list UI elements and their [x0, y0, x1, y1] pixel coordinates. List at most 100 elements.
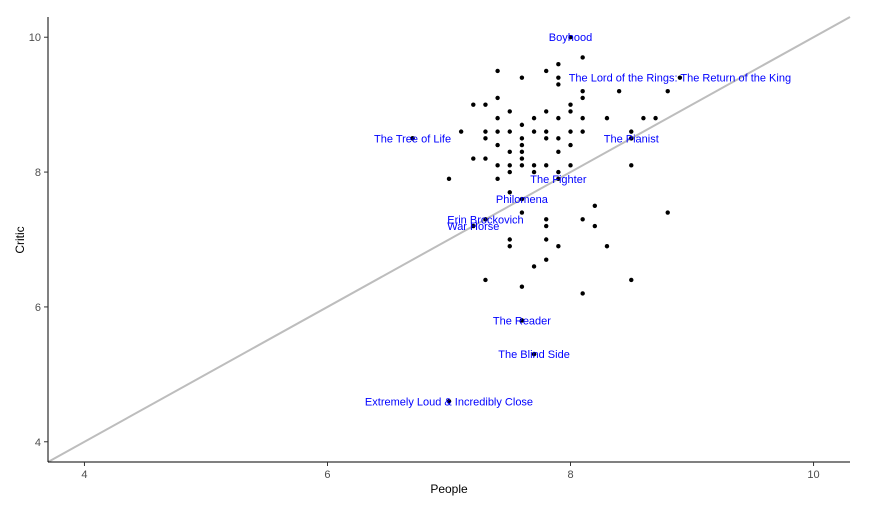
data-point	[519, 284, 525, 289]
data-point	[629, 129, 634, 134]
point-label: Extremely Loud & Incredibly Close	[365, 396, 533, 408]
reference-line	[47, 16, 851, 463]
axes	[47, 17, 850, 463]
point-label: War Horse	[447, 221, 499, 233]
data-point	[495, 95, 500, 101]
data-point	[568, 102, 573, 107]
data-point	[446, 399, 452, 404]
data-point	[544, 257, 549, 262]
data-point	[580, 95, 585, 101]
point-label: The Reader	[493, 315, 551, 327]
data-point	[507, 169, 512, 175]
data-point	[507, 109, 512, 114]
point-label: The Pianist	[604, 133, 659, 145]
data-point	[410, 136, 415, 141]
data-point	[531, 163, 537, 168]
point-label: The Tree of Life	[374, 133, 451, 145]
data-point	[556, 61, 561, 67]
data-point	[531, 169, 537, 175]
data-point	[483, 136, 488, 141]
data-point	[556, 244, 561, 249]
data-point	[495, 115, 500, 121]
x-tick-label: 6	[324, 469, 330, 481]
data-point	[616, 88, 622, 94]
data-point	[544, 163, 549, 168]
point-label: Boyhood	[549, 32, 592, 44]
y-tick-label: 8	[35, 167, 41, 179]
ticks: 4 6 8 10 4 6 8 10	[29, 32, 820, 481]
point-label: Erin Brockovich	[447, 214, 523, 226]
data-point	[556, 149, 561, 155]
data-point	[604, 244, 610, 249]
data-point	[544, 237, 549, 242]
data-point	[665, 210, 670, 215]
data-point	[519, 196, 525, 202]
data-point	[568, 163, 573, 168]
data-point	[629, 277, 634, 283]
data-point	[507, 244, 512, 249]
data-point	[580, 115, 585, 121]
data-point	[519, 75, 525, 80]
data-point	[556, 176, 561, 182]
data-point	[507, 129, 512, 134]
point-labels: Boyhood The Lord of the Rings: The Return…	[365, 32, 791, 408]
data-point	[507, 237, 512, 242]
data-point	[519, 318, 525, 323]
data-point	[483, 217, 488, 222]
point-label: The Lord of the Rings: The Return of the…	[569, 73, 791, 85]
data-point	[556, 75, 561, 80]
data-point	[592, 203, 598, 208]
data-point	[653, 115, 658, 121]
data-point	[507, 190, 512, 195]
data-point	[544, 109, 549, 114]
y-tick-label: 6	[35, 302, 41, 314]
data-point	[556, 169, 561, 175]
data-point	[544, 217, 549, 222]
data-point	[531, 351, 537, 357]
data-point	[604, 115, 610, 121]
data-point	[544, 68, 549, 74]
data-point	[483, 277, 488, 283]
point-label: The Fighter	[530, 174, 587, 186]
data-point	[458, 129, 464, 134]
data-point	[592, 223, 598, 229]
data-point	[519, 156, 525, 161]
data-point	[677, 75, 683, 80]
x-tick-label: 10	[807, 469, 819, 481]
x-tick-label: 4	[81, 469, 87, 481]
data-point	[471, 102, 476, 107]
data-point	[580, 291, 585, 296]
data-point	[519, 149, 525, 155]
data-point	[568, 142, 573, 148]
data-point	[629, 163, 634, 168]
data-point	[580, 88, 585, 94]
data-point	[507, 149, 512, 155]
data-point	[544, 136, 549, 141]
data-point	[556, 136, 561, 141]
x-axis-title: People	[430, 482, 468, 496]
point-label: The Blind Side	[498, 349, 570, 361]
data-point	[495, 68, 500, 74]
data-point	[531, 264, 537, 269]
data-point	[495, 163, 500, 168]
data-point	[568, 109, 573, 114]
data-point	[483, 129, 488, 134]
y-tick-label: 10	[29, 32, 41, 44]
x-tick-label: 8	[567, 469, 573, 481]
point-label: Philomena	[496, 194, 549, 206]
data-point	[568, 35, 573, 40]
data-point	[507, 163, 512, 168]
data-point	[483, 102, 488, 107]
data-point	[580, 55, 585, 60]
data-point	[495, 129, 500, 134]
data-point	[519, 163, 525, 168]
data-point	[531, 115, 537, 121]
data-point	[568, 129, 573, 134]
data-point	[556, 82, 561, 87]
data-point	[519, 142, 525, 148]
data-point	[495, 176, 500, 182]
data-point	[556, 115, 561, 121]
points	[410, 35, 683, 404]
y-axis-title: Critic	[13, 226, 27, 253]
